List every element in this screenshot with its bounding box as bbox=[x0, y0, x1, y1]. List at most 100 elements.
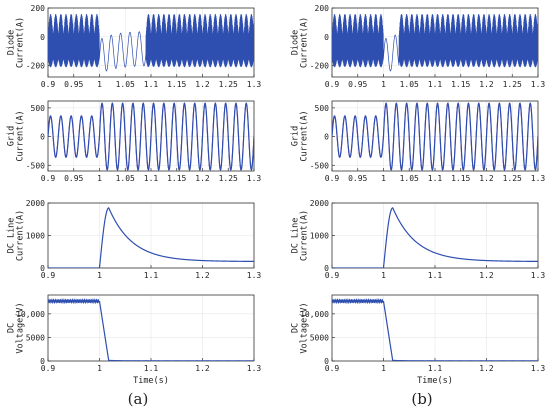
x-tick-label-b4-0: 0.9 bbox=[325, 364, 340, 373]
x-tick-label-a4-2: 1.1 bbox=[144, 364, 159, 373]
y-tick-label-a3-1: 1000 bbox=[26, 232, 45, 241]
x-tick-label-b1-2: 1 bbox=[381, 80, 386, 89]
x-tick-label-a1-8: 1.3 bbox=[247, 80, 262, 89]
panel-b4: 0.9 1 1.1 1.2 1.3 0 5000 10,000 DC Voltage(V) Time… bbox=[291, 294, 546, 386]
y-tick-label-a2-1: 0 bbox=[40, 133, 45, 142]
x-tick-label-a2-5: 1.15 bbox=[167, 174, 186, 183]
x-tick-label-b2-1: 0.95 bbox=[348, 174, 367, 183]
panel-label-b: (b) bbox=[411, 390, 432, 408]
y-axis-label-b2-0: Grid bbox=[291, 126, 301, 146]
y-tick-label-b4-1: 5000 bbox=[310, 333, 329, 342]
y-axis-label-b2-1: Current(A) bbox=[300, 110, 310, 161]
x-tick-label-b4-3: 1.2 bbox=[479, 364, 494, 373]
y-tick-label-a1-1: 0 bbox=[40, 33, 45, 42]
x-tick-label-b1-0: 0.9 bbox=[325, 80, 340, 89]
y-tick-label-b2-2: 500 bbox=[315, 104, 330, 113]
series-line-b3 bbox=[332, 207, 538, 268]
x-tick-label-a2-2: 1 bbox=[97, 174, 102, 183]
x-tick-label-a1-1: 0.95 bbox=[64, 80, 83, 89]
panel-label-a: (a) bbox=[128, 390, 149, 408]
y-axis-label-a3-1: Current(A) bbox=[16, 210, 26, 261]
x-tick-label-b3-0: 0.9 bbox=[325, 271, 340, 280]
y-tick-label-b2-0: -500 bbox=[310, 161, 329, 170]
y-tick-label-a3-2: 2000 bbox=[26, 199, 45, 208]
panel-a4: 0.9 1 1.1 1.2 1.3 0 5000 10,000 DC Voltage(V) Time… bbox=[7, 294, 262, 386]
series-line-a2 bbox=[48, 102, 254, 171]
x-tick-label-b3-2: 1.1 bbox=[428, 271, 443, 280]
y-axis-label-a1-0: Diode bbox=[7, 30, 17, 56]
x-tick-label-b1-5: 1.15 bbox=[451, 80, 470, 89]
x-tick-label-b2-8: 1.3 bbox=[531, 174, 546, 183]
x-tick-label-a2-4: 1.1 bbox=[144, 174, 159, 183]
x-tick-label-a2-6: 1.2 bbox=[195, 174, 210, 183]
x-tick-label-b1-8: 1.3 bbox=[531, 80, 546, 89]
series-line-a1 bbox=[48, 14, 254, 72]
x-axis-label-a4: Time(s) bbox=[133, 376, 169, 386]
x-tick-label-a1-5: 1.15 bbox=[167, 80, 186, 89]
x-axis-label-b4: Time(s) bbox=[417, 376, 453, 386]
y-tick-label-b1-1: 0 bbox=[324, 33, 329, 42]
y-tick-label-a2-0: -500 bbox=[26, 161, 45, 170]
series-line-b4 bbox=[332, 298, 538, 361]
x-tick-label-a3-1: 1 bbox=[97, 271, 102, 280]
x-tick-label-a3-4: 1.3 bbox=[247, 271, 262, 280]
x-tick-label-b2-6: 1.2 bbox=[479, 174, 494, 183]
y-axis-label-b4-0: DC bbox=[291, 323, 301, 333]
x-tick-label-b1-6: 1.2 bbox=[479, 80, 494, 89]
y-tick-label-a1-0: -200 bbox=[26, 62, 45, 71]
series-line-b1 bbox=[332, 14, 538, 72]
x-tick-label-a4-4: 1.3 bbox=[247, 364, 262, 373]
x-tick-label-b4-2: 1.1 bbox=[428, 364, 443, 373]
panel-b3: 0.9 1 1.1 1.2 1.3 0 1000 2000 DC Line Current(A) bbox=[291, 199, 546, 280]
x-tick-label-b1-1: 0.95 bbox=[348, 80, 367, 89]
y-tick-label-b3-2: 2000 bbox=[310, 199, 329, 208]
x-tick-label-b2-2: 1 bbox=[381, 174, 386, 183]
y-axis-label-b3-1: Current(A) bbox=[300, 210, 310, 261]
y-tick-label-a2-2: 500 bbox=[31, 104, 46, 113]
x-tick-label-a2-7: 1.25 bbox=[219, 174, 238, 183]
panel-a3: 0.9 1 1.1 1.2 1.3 0 1000 2000 DC Line Current(A) bbox=[7, 199, 262, 280]
y-axis-label-a1-1: Current(A) bbox=[16, 17, 26, 68]
x-tick-label-b4-1: 1 bbox=[381, 364, 386, 373]
x-tick-label-b2-7: 1.25 bbox=[503, 174, 522, 183]
x-tick-label-b1-3: 1.05 bbox=[400, 80, 419, 89]
y-axis-label-a2-1: Current(A) bbox=[16, 110, 26, 161]
x-tick-label-b2-5: 1.15 bbox=[451, 174, 470, 183]
y-tick-label-b4-0: 0 bbox=[324, 357, 329, 366]
x-tick-label-a3-2: 1.1 bbox=[144, 271, 159, 280]
x-tick-label-a1-0: 0.9 bbox=[41, 80, 56, 89]
x-tick-label-a2-3: 1.05 bbox=[116, 174, 135, 183]
x-tick-label-a3-3: 1.2 bbox=[195, 271, 210, 280]
series-line-b2 bbox=[332, 102, 538, 171]
y-tick-label-a4-1: 5000 bbox=[26, 333, 45, 342]
x-tick-label-b2-3: 1.05 bbox=[400, 174, 419, 183]
x-tick-label-b2-0: 0.9 bbox=[325, 174, 340, 183]
y-axis-label-b1-0: Diode bbox=[291, 30, 301, 56]
y-tick-label-b3-0: 0 bbox=[324, 264, 329, 273]
x-tick-label-b3-4: 1.3 bbox=[531, 271, 546, 280]
x-tick-label-b4-4: 1.3 bbox=[531, 364, 546, 373]
y-axis-label-a2-0: Grid bbox=[7, 126, 17, 146]
x-tick-label-a1-4: 1.1 bbox=[144, 80, 159, 89]
x-tick-label-b3-3: 1.2 bbox=[479, 271, 494, 280]
x-tick-label-b2-4: 1.1 bbox=[428, 174, 443, 183]
y-tick-label-a1-2: 200 bbox=[31, 4, 46, 13]
x-tick-label-a1-3: 1.05 bbox=[116, 80, 135, 89]
x-tick-label-a2-1: 0.95 bbox=[64, 174, 83, 183]
y-axis-label-b1-1: Current(A) bbox=[300, 17, 310, 68]
y-tick-label-b1-2: 200 bbox=[315, 4, 330, 13]
panel-a2: 0.9 0.95 1 1.05 1.1 1.15 1.2 1.25 1.3 -500 0 500 Gri… bbox=[7, 100, 262, 183]
x-tick-label-a1-7: 1.25 bbox=[219, 80, 238, 89]
y-axis-label-b4-1: Voltage(V) bbox=[300, 302, 310, 353]
x-tick-label-a2-8: 1.3 bbox=[247, 174, 262, 183]
y-axis-label-a4-0: DC bbox=[7, 323, 17, 333]
panel-a1: 0.9 0.95 1 1.05 1.1 1.15 1.2 1.25 1.3 -200 0 200 Dio… bbox=[7, 4, 262, 89]
y-tick-label-b2-1: 0 bbox=[324, 133, 329, 142]
x-tick-label-b3-1: 1 bbox=[381, 271, 386, 280]
y-tick-label-b1-0: -200 bbox=[310, 62, 329, 71]
series-line-a3 bbox=[48, 207, 254, 268]
y-tick-label-b3-1: 1000 bbox=[310, 232, 329, 241]
panel-b1: 0.9 0.95 1 1.05 1.1 1.15 1.2 1.25 1.3 -200 0 200 Dio… bbox=[291, 4, 546, 89]
y-tick-label-a3-0: 0 bbox=[40, 264, 45, 273]
